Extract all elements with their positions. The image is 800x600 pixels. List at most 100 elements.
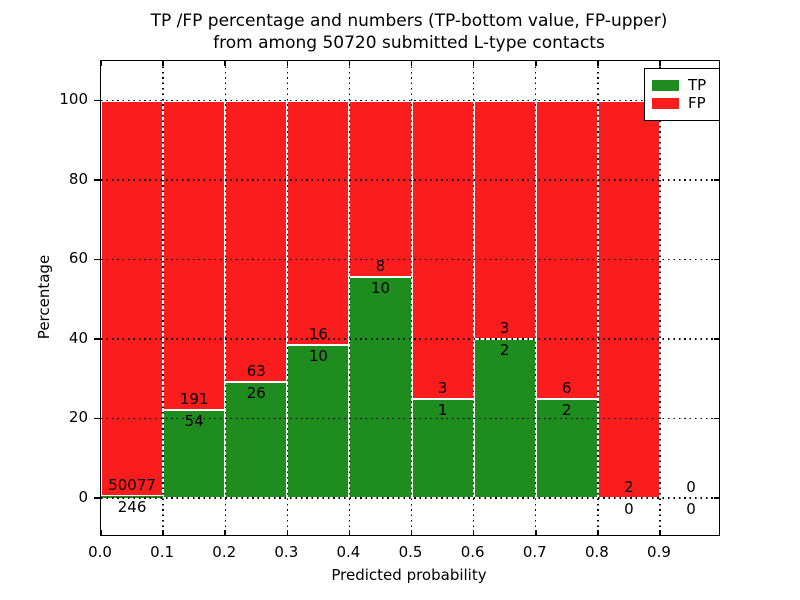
x-tick-top	[100, 61, 102, 66]
x-tick	[659, 530, 661, 535]
fp-legend-label: FP	[688, 94, 706, 112]
x-gridline	[348, 61, 351, 535]
tp-count-label: 1	[437, 400, 448, 419]
x-tick-top	[472, 61, 475, 66]
y-tick	[94, 258, 100, 261]
y-tick	[94, 497, 100, 499]
x-tick-top	[659, 61, 661, 66]
tp-count-label: 2	[499, 341, 510, 360]
fp-legend-swatch	[652, 98, 679, 109]
x-tick	[535, 530, 537, 535]
tp-count-label: 10	[370, 279, 391, 298]
fp-bar-segment	[473, 100, 536, 340]
tp-legend-swatch	[652, 80, 679, 91]
y-gridline	[101, 497, 719, 499]
chart-title-line2: from among 50720 submitted L-type contac…	[213, 33, 605, 54]
chart-title-line1: TP /FP percentage and numbers (TP-bottom…	[150, 11, 668, 31]
tp-legend-label: TP	[688, 76, 707, 94]
fp-count-label: 2	[624, 478, 634, 497]
x-tick-top	[535, 61, 537, 66]
tp-count-label: 0	[686, 500, 696, 519]
fp-count-label: 0	[686, 478, 696, 497]
x-tick-label: 0.4	[336, 543, 361, 561]
y-tick	[94, 99, 100, 102]
y-tick-right	[714, 497, 719, 499]
fp-bar-segment	[349, 100, 412, 278]
x-tick-label: 0.9	[647, 543, 671, 561]
x-tick-top	[410, 61, 413, 66]
x-tick-label: 0.7	[522, 543, 547, 561]
y-tick-label: 20	[68, 408, 88, 427]
x-tick-top	[597, 61, 599, 66]
x-tick	[286, 530, 289, 535]
x-gridline	[224, 61, 226, 535]
plot-area: 50077 246 191 54 63 26 16 10 8 10 3 1 3 2 6 2 2 0 0 0	[94, 60, 720, 536]
x-gridline	[286, 61, 289, 535]
x-gridline	[410, 61, 413, 535]
fp-bar-segment	[535, 100, 598, 399]
fp-bar-segment	[597, 100, 660, 499]
y-tick	[94, 338, 100, 340]
x-gridline	[162, 61, 164, 535]
y-tick-label: 40	[68, 328, 88, 347]
x-axis-label: Predicted probability	[331, 566, 487, 584]
x-tick	[224, 530, 226, 535]
x-tick-label: 0.2	[212, 543, 237, 561]
tp-bar-segment	[225, 381, 288, 499]
fp-bar-segment	[101, 100, 164, 497]
tp-count-label: 26	[246, 383, 266, 402]
x-gridline	[535, 61, 537, 535]
x-tick-top	[224, 61, 226, 66]
y-tick-right	[714, 338, 719, 340]
y-tick-label: 100	[59, 90, 88, 109]
x-tick	[348, 530, 351, 535]
tp-count-label: 10	[308, 347, 328, 366]
x-tick	[597, 530, 599, 535]
x-tick-label: 0.0	[88, 543, 112, 561]
legend-box: TP FP	[644, 68, 720, 121]
tp-bar-segment	[287, 345, 350, 499]
y-tick-right	[714, 258, 719, 261]
legend-entry-tp: TP	[652, 78, 712, 93]
x-tick	[100, 530, 102, 535]
y-tick	[94, 179, 100, 181]
y-tick-label: 60	[68, 249, 88, 268]
y-gridline	[101, 100, 719, 102]
y-gridline	[101, 417, 719, 420]
fp-bar-segment	[163, 100, 226, 411]
x-tick-top	[286, 61, 289, 66]
fp-count-label: 50077	[108, 476, 156, 495]
fp-count-label: 6	[562, 378, 572, 397]
y-tick-right	[714, 179, 719, 181]
y-gridline	[101, 258, 719, 261]
chart-title: TP /FP percentage and numbers (TP-bottom…	[100, 10, 718, 55]
x-tick-label: 0.1	[150, 543, 175, 561]
y-gridline	[101, 179, 719, 181]
x-tick-top	[348, 61, 351, 66]
x-tick	[410, 530, 413, 535]
fp-count-label: 63	[246, 362, 266, 380]
y-tick	[94, 417, 100, 420]
fp-count-label: 191	[179, 390, 209, 409]
y-gridline	[101, 338, 719, 340]
fp-bar-segment	[411, 100, 474, 399]
tp-bar-segment	[349, 277, 412, 499]
x-gridline	[472, 61, 475, 535]
x-tick-label: 0.8	[584, 543, 609, 561]
fp-bar-segment	[287, 100, 350, 346]
x-tick-label: 0.6	[460, 543, 485, 561]
y-tick-label: 80	[68, 169, 88, 188]
x-tick-label: 0.5	[398, 543, 423, 561]
fp-count-label: 16	[308, 325, 328, 344]
x-tick-label: 0.3	[274, 543, 299, 561]
tp-count-label: 246	[117, 498, 147, 517]
tp-count-label: 0	[624, 500, 634, 519]
fp-count-label: 3	[499, 319, 510, 338]
legend-entry-fp: FP	[652, 96, 712, 111]
fp-count-label: 8	[375, 257, 386, 276]
tp-bar-segment	[101, 496, 164, 499]
x-tick-top	[162, 61, 164, 66]
x-gridline	[597, 61, 599, 535]
fp-count-label: 3	[437, 378, 448, 397]
